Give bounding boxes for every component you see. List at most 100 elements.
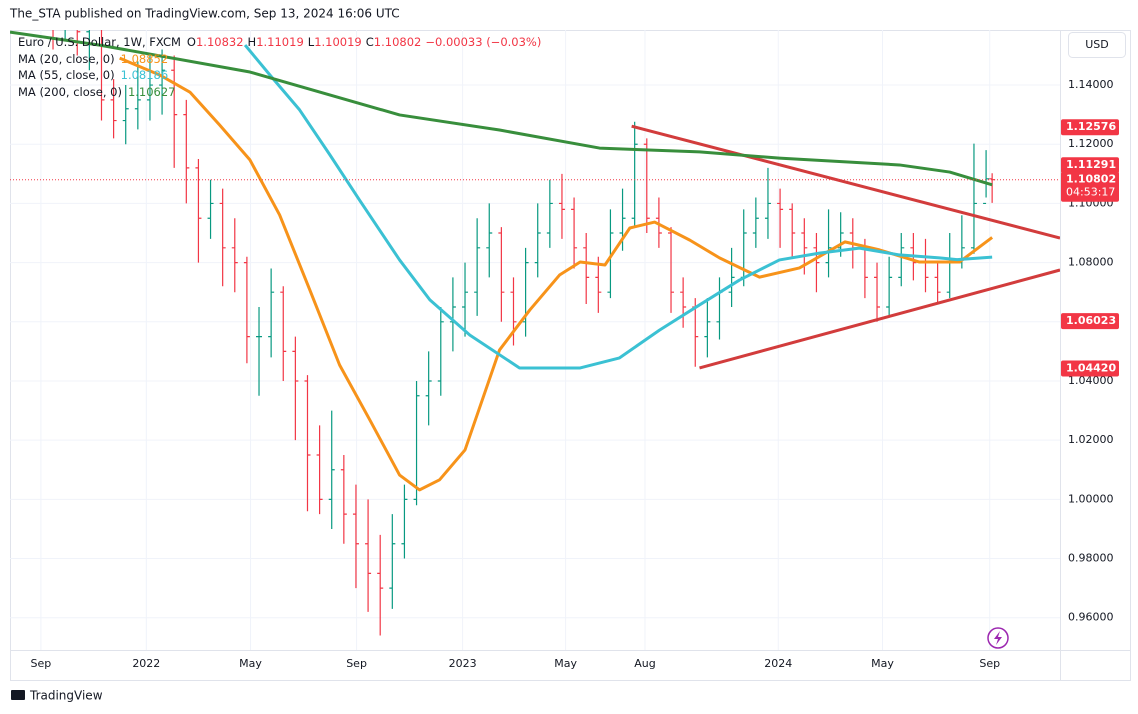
ohlc-bar: [534, 203, 541, 278]
ohlc-value: 1.10802: [374, 35, 422, 49]
ohlc-bar: [752, 197, 759, 248]
ohlc-bar: [268, 268, 275, 358]
brand-logo: [11, 690, 25, 700]
ohlc-bar: [76, 30, 81, 56]
x-tick-label: May: [554, 657, 577, 670]
y-tick-label: 1.04000: [1068, 374, 1114, 387]
x-tick-label: 2022: [132, 657, 160, 670]
ohlc-bar: [680, 277, 687, 328]
current-price-box: [1061, 171, 1119, 202]
price-label-box: [1061, 360, 1119, 377]
x-tick-label: Sep: [346, 657, 367, 670]
ohlc-bar: [219, 188, 226, 287]
ohlc-bar: [934, 262, 941, 305]
events-bolt: [994, 631, 1002, 645]
price-label: 1.12576: [1066, 120, 1116, 133]
ohlc-bar: [946, 233, 953, 299]
y-tick-label: 1.02000: [1068, 433, 1114, 446]
ohlc-bar: [522, 247, 529, 337]
axes: 0.96000 0.98000 1.00000 1.02000 1.04000 1.060…: [31, 78, 1119, 670]
ohlc-bar: [740, 209, 747, 287]
x-tick-label: Aug: [634, 657, 655, 670]
ohlc-bar: [874, 262, 881, 322]
trendline: [631, 124, 1060, 240]
x-tick-label: Sep: [31, 657, 52, 670]
ohlc-bar: [510, 277, 517, 346]
ohlc-bar: [207, 179, 214, 239]
legend-ma20: MA (20, close, 0) 1.08852: [18, 52, 168, 66]
ohlc-letter: O: [187, 35, 196, 49]
currency[interactable]: USD: [1085, 38, 1109, 51]
currency-button[interactable]: [1068, 32, 1126, 58]
ohlc-bar: [122, 85, 129, 145]
y-tick-label: 0.98000: [1068, 552, 1114, 565]
ohlc-bar: [886, 256, 893, 316]
ohlc-bar: [607, 209, 614, 299]
y-tick-label: 1.12000: [1068, 137, 1114, 150]
y-tick-label: 0.96000: [1068, 611, 1114, 624]
ohlc-bar: [340, 454, 347, 544]
ohlc-bar: [280, 286, 287, 381]
legend-ma200: MA (200, close, 0) 1.10627: [18, 85, 176, 99]
series-name: MA (200, close, 0): [18, 85, 122, 99]
ohlc-bar: [304, 375, 311, 512]
ohlc-bar: [571, 197, 578, 269]
ohlc-bar: [486, 203, 493, 278]
x-tick-label: Sep: [979, 657, 1000, 670]
price-label-box: [1061, 119, 1119, 136]
symbol: Euro / U.S. Dollar, 1W, FXCM: [18, 35, 181, 49]
series-last: 1.08852: [121, 52, 169, 66]
ohlc-bar: [292, 336, 299, 441]
ohlc-value: 1.10019: [314, 35, 362, 49]
series-last: 1.10627: [128, 85, 176, 99]
ohlc-bar: [413, 380, 420, 506]
ohlc-bar: [377, 534, 384, 636]
ohlc-letter: H: [248, 35, 257, 49]
legend-symbol-row: Euro / U.S. Dollar, 1W, FXCM O1.10832 H1.1…: [18, 35, 541, 49]
ohlc-bar: [922, 238, 929, 293]
ohlc-bar: [328, 410, 335, 529]
series-name: MA (55, close, 0): [18, 68, 115, 82]
ohlc-bar: [195, 159, 202, 263]
ohlc-bar: [716, 277, 723, 340]
ohlc-bar: [159, 49, 166, 115]
moving-average: [10, 30, 993, 187]
ohlc-bar: [983, 150, 990, 205]
grid: [10, 30, 1060, 650]
ohlc-bar: [352, 484, 359, 589]
ohlc-bar: [64, 30, 66, 41]
ohlc-bar: [498, 227, 505, 322]
y-tick-label: 1.14000: [1068, 78, 1114, 91]
ohlc-bar: [777, 188, 784, 248]
ohlc-bar: [643, 138, 650, 234]
ohlc-bar: [256, 307, 263, 396]
ohlc-bar: [970, 143, 977, 254]
x-tick-label: 2023: [449, 657, 477, 670]
ohlc-bar: [462, 262, 469, 337]
ohlc-bar: [789, 203, 796, 257]
legend-ma55: MA (55, close, 0) 1.08186: [18, 68, 168, 82]
ohlc-bar: [583, 233, 590, 305]
brand: TradingView: [29, 689, 103, 703]
x-tick-label: May: [871, 657, 894, 670]
ohlc-bar: [134, 61, 141, 130]
y-tick-label: 1.08000: [1068, 256, 1114, 269]
price-label-box: [1061, 157, 1119, 174]
moving-average: [119, 56, 994, 492]
ohlc-bar: [813, 233, 820, 293]
ohlc-bar: [668, 227, 675, 313]
ohlc-bar: [231, 218, 238, 293]
ohlc-bar: [449, 277, 456, 352]
ohlc-bar: [401, 484, 408, 559]
series-last: 1.08186: [121, 68, 169, 82]
ohlc-bar: [389, 514, 396, 609]
ohlc-bar: [183, 99, 190, 204]
ohlc-bar: [825, 209, 832, 278]
chart-frame: [10, 30, 1131, 681]
ohlc-bar: [474, 218, 481, 316]
ohlc-bar: [728, 247, 735, 308]
ohlc-bar: [631, 121, 638, 228]
ohlc-bar: [316, 425, 323, 515]
current-price-label: 1.10802: [1066, 173, 1116, 186]
